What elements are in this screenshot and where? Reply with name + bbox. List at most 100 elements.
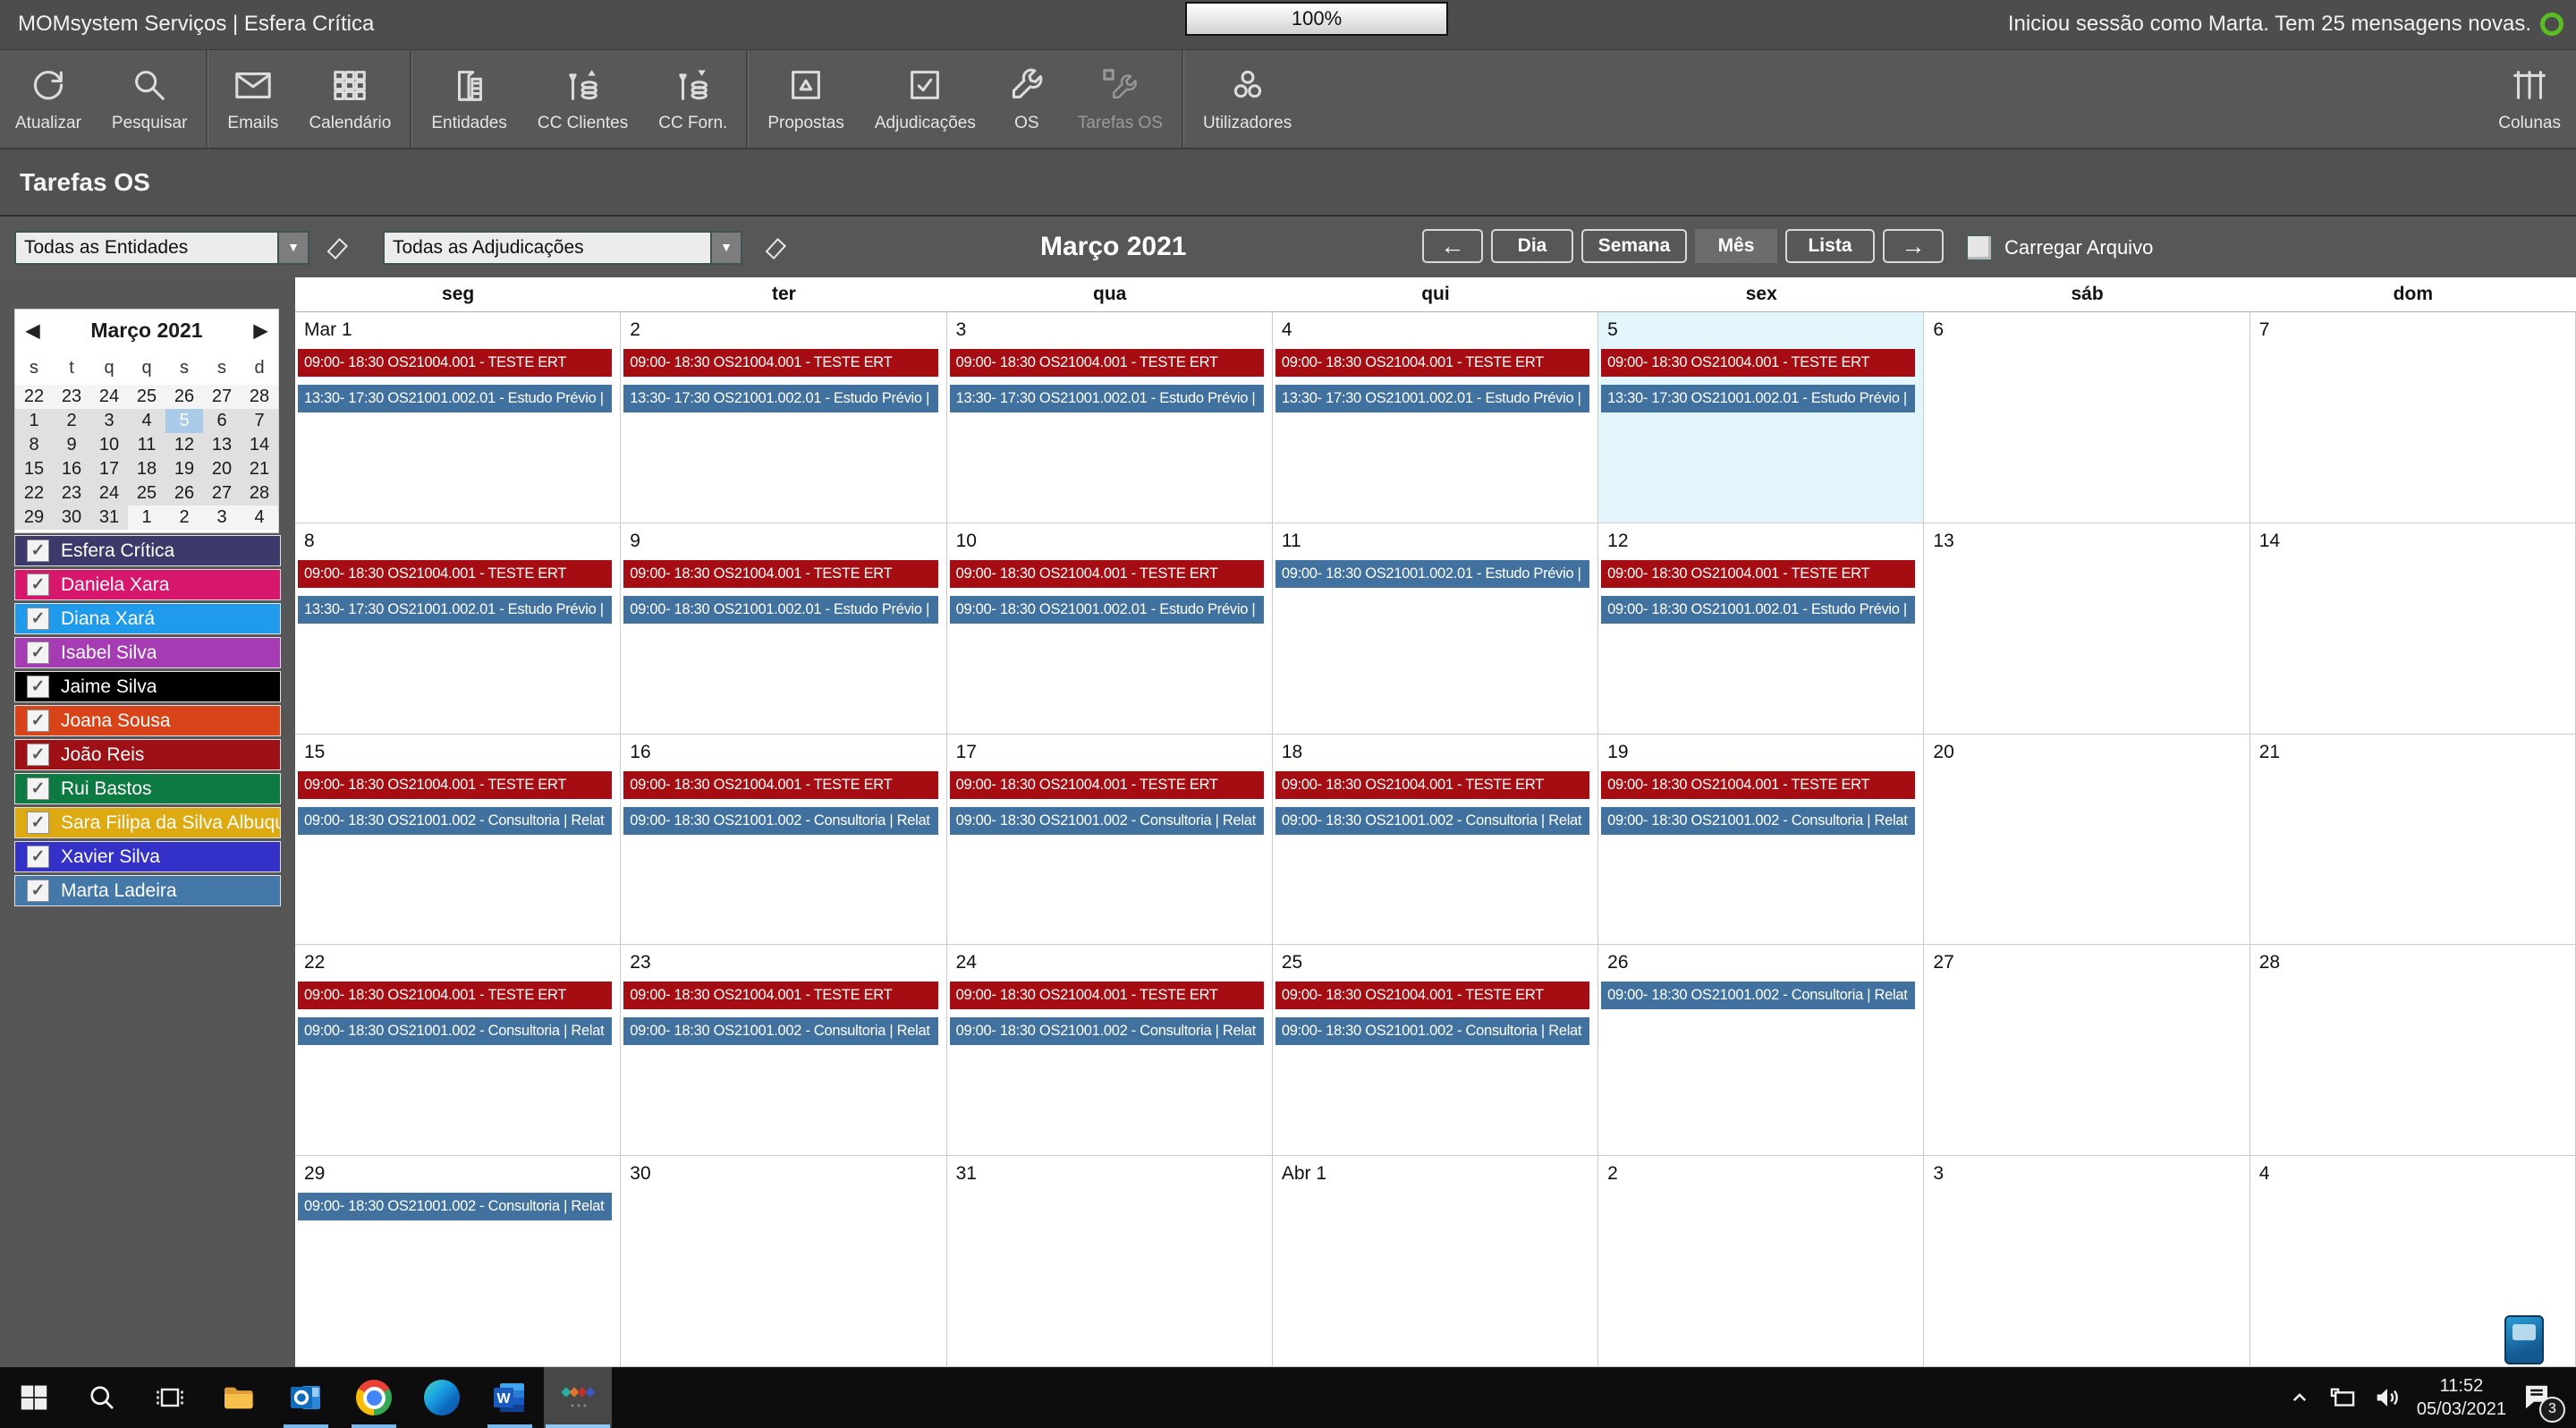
mini-calendar-day[interactable]: 10 [90,433,128,457]
calendar-day-cell[interactable]: 22 09:00- 18:30 OS21004.001 - TESTE ERT 09… [295,945,622,1157]
calendar-day-cell[interactable]: 31 [946,1156,1273,1367]
person-filter-jaime-silva[interactable]: Jaime Silva [14,671,281,702]
calendar-event[interactable]: 09:00- 18:30 OS21001.002 - Consultoria |… [623,806,938,835]
calendar-event[interactable]: 13:30- 17:30 OS21001.002.01 - Estudo Pré… [298,595,613,624]
toolbar-item-utilizadores[interactable]: Utilizadores [1188,50,1307,148]
mini-calendar-day[interactable]: 26 [165,385,203,409]
calendar-event[interactable]: 09:00- 18:30 OS21001.002 - Consultoria |… [623,1017,938,1046]
toolbar-item-colunas[interactable]: Colunas [2483,50,2576,148]
dropdown-arrow-icon[interactable]: ▼ [710,233,741,263]
mini-calendar-day[interactable]: 25 [128,481,165,506]
mini-calendar-day[interactable]: 1 [15,409,53,433]
calendar-day-cell[interactable]: 6 [1924,312,2250,523]
mini-calendar-day[interactable]: 7 [241,409,278,433]
calendar-day-cell[interactable]: 3 09:00- 18:30 OS21004.001 - TESTE ERT 13:… [946,312,1273,523]
calendar-event[interactable]: 09:00- 18:30 OS21001.002 - Consultoria |… [1275,1017,1590,1046]
toolbar-item-cc-forn[interactable]: CC Forn. [643,50,742,148]
mini-calendar-day[interactable]: 13 [203,433,241,457]
calendar-event[interactable]: 13:30- 17:30 OS21001.002.01 - Estudo Pré… [298,385,613,412]
taskbar-edge-icon[interactable] [408,1367,476,1428]
mini-calendar-day[interactable]: 4 [241,506,278,530]
calendar-event[interactable]: 09:00- 18:30 OS21001.002 - Consultoria |… [1275,806,1590,835]
calendar-day-cell[interactable]: 11 09:00- 18:30 OS21001.002.01 - Estudo P… [1272,523,1599,735]
mini-calendar-day[interactable]: 2 [53,409,90,433]
mini-calendar-day[interactable]: 18 [128,457,165,481]
taskbar-word-icon[interactable]: W [476,1367,544,1428]
checkbox-checked-icon[interactable] [27,608,49,630]
prev-period-button[interactable]: ← [1422,229,1483,263]
calendar-event[interactable]: 09:00- 18:30 OS21001.002 - Consultoria |… [1601,982,1916,1010]
mini-next-month-icon[interactable]: ▶ [253,320,267,341]
mini-calendar-day[interactable]: 29 [15,506,53,530]
calendar-event[interactable]: 09:00- 18:30 OS21004.001 - TESTE ERT [1601,559,1916,588]
calendar-day-cell[interactable]: 4 09:00- 18:30 OS21004.001 - TESTE ERT 13:… [1272,312,1599,523]
toolbar-item-propostas[interactable]: Propostas [752,50,860,148]
calendar-event[interactable]: 09:00- 18:30 OS21004.001 - TESTE ERT [623,982,938,1010]
adjudications-dropdown[interactable]: Todas as Adjudicações ▼ [383,231,742,265]
calendar-day-cell[interactable]: 18 09:00- 18:30 OS21004.001 - TESTE ERT 09… [1272,734,1599,946]
view-month-button[interactable]: Mês [1695,229,1777,263]
calendar-day-cell[interactable]: 7 [2250,312,2576,523]
mini-calendar-day[interactable]: 6 [203,409,241,433]
mini-calendar-day[interactable]: 30 [53,506,90,530]
entities-dropdown[interactable]: Todas as Entidades ▼ [14,231,309,265]
calendar-event[interactable]: 09:00- 18:30 OS21004.001 - TESTE ERT [298,559,613,588]
calendar-day-cell[interactable]: 9 09:00- 18:30 OS21004.001 - TESTE ERT 09:… [621,523,947,735]
mini-calendar-day[interactable]: 12 [165,433,203,457]
mini-calendar-day[interactable]: 16 [53,457,90,481]
calendar-event[interactable]: 09:00- 18:30 OS21004.001 - TESTE ERT [1601,770,1916,799]
calendar-day-cell[interactable]: 8 09:00- 18:30 OS21004.001 - TESTE ERT 13:… [295,523,622,735]
mini-calendar-day[interactable]: 20 [203,457,241,481]
calendar-day-cell[interactable]: 3 [1924,1156,2250,1367]
calendar-day-cell[interactable]: 19 09:00- 18:30 OS21004.001 - TESTE ERT 09… [1598,734,1925,946]
checkbox-unchecked-icon[interactable] [1966,234,1993,261]
dropdown-arrow-icon[interactable]: ▼ [277,233,308,263]
calendar-day-cell[interactable]: 29 09:00- 18:30 OS21001.002 - Consultoria… [295,1156,622,1367]
calendar-event[interactable]: 13:30- 17:30 OS21001.002.01 - Estudo Pré… [1275,385,1590,412]
taskbar-momsystem-icon[interactable] [544,1367,612,1428]
calendar-event[interactable]: 09:00- 18:30 OS21001.002 - Consultoria |… [298,806,613,835]
mini-calendar-day[interactable]: 14 [241,433,278,457]
calendar-day-cell[interactable]: 2 [1598,1156,1925,1367]
mini-calendar-day[interactable]: 31 [90,506,128,530]
calendar-day-cell[interactable]: 26 09:00- 18:30 OS21001.002 - Consultoria… [1598,945,1925,1157]
mini-calendar-day[interactable]: 22 [15,385,53,409]
mini-calendar-day[interactable]: 24 [90,481,128,506]
mini-calendar-day[interactable]: 24 [90,385,128,409]
calendar-event[interactable]: 09:00- 18:30 OS21004.001 - TESTE ERT [1275,770,1590,799]
person-filter-rui-bastos[interactable]: Rui Bastos [14,773,281,804]
mini-calendar-day[interactable]: 17 [90,457,128,481]
calendar-event[interactable]: 13:30- 17:30 OS21001.002.01 - Estudo Pré… [949,385,1264,412]
mini-calendar-day[interactable]: 5 [165,409,203,433]
checkbox-checked-icon[interactable] [27,574,49,596]
mini-calendar-day[interactable]: 26 [165,481,203,506]
calendar-day-cell[interactable]: 21 [2250,734,2576,946]
calendar-event[interactable]: 09:00- 18:30 OS21001.002.01 - Estudo Pré… [949,595,1264,624]
toolbar-item-os[interactable]: OS [991,50,1063,148]
mini-calendar-day[interactable]: 23 [53,481,90,506]
mini-calendar-day[interactable]: 11 [128,433,165,457]
calendar-event[interactable]: 09:00- 18:30 OS21001.002 - Consultoria |… [949,1017,1264,1046]
calendar-event[interactable]: 09:00- 18:30 OS21004.001 - TESTE ERT [298,982,613,1010]
calendar-event[interactable]: 09:00- 18:30 OS21004.001 - TESTE ERT [623,770,938,799]
checkbox-checked-icon[interactable] [27,710,49,732]
person-filter-joao-reis[interactable]: João Reis [14,739,281,770]
calendar-day-cell[interactable]: 16 09:00- 18:30 OS21004.001 - TESTE ERT 09… [621,734,947,946]
calendar-day-cell[interactable]: 4 [2250,1156,2576,1367]
calendar-event[interactable]: 09:00- 18:30 OS21004.001 - TESTE ERT [949,770,1264,799]
calendar-day-cell[interactable]: Mar 1 09:00- 18:30 OS21004.001 - TESTE ER… [295,312,622,523]
checkbox-checked-icon[interactable] [27,880,49,902]
person-filter-xavier-silva[interactable]: Xavier Silva [14,841,281,872]
clear-entities-filter-button[interactable] [324,235,351,262]
calendar-day-cell[interactable]: 28 [2250,945,2576,1157]
toolbar-item-adjudicacoes[interactable]: Adjudicações [860,50,991,148]
checkbox-checked-icon[interactable] [27,642,49,664]
taskbar-chrome-icon[interactable] [340,1367,408,1428]
toolbar-item-emails[interactable]: Emails [212,50,293,148]
calendar-event[interactable]: 09:00- 18:30 OS21001.002 - Consultoria |… [298,1193,613,1221]
mini-calendar-day[interactable]: 3 [90,409,128,433]
corner-widget-icon[interactable] [2504,1315,2544,1364]
calendar-day-cell[interactable]: 14 [2250,523,2576,735]
mini-calendar-day[interactable]: 19 [165,457,203,481]
clear-adjudications-filter-button[interactable] [762,235,789,262]
